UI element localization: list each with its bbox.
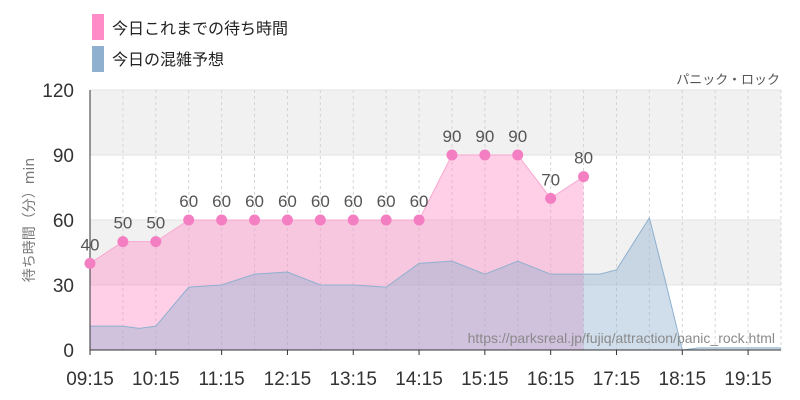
y-tick-label: 90 xyxy=(53,146,74,167)
data-point xyxy=(347,214,359,226)
data-label: 90 xyxy=(442,127,461,146)
forecast-area xyxy=(90,217,781,350)
data-point xyxy=(183,214,195,226)
data-point xyxy=(117,236,129,248)
data-label: 90 xyxy=(508,127,527,146)
legend: 今日これまでの待ち時間 今日の混雑予想 xyxy=(92,14,288,72)
data-point xyxy=(249,214,261,226)
data-point xyxy=(84,257,96,269)
y-tick-label: 120 xyxy=(42,81,74,102)
x-tick-label: 10:15 xyxy=(132,369,180,390)
data-label: 50 xyxy=(146,214,165,233)
data-label: 60 xyxy=(377,192,396,211)
data-point xyxy=(512,149,524,161)
data-label: 40 xyxy=(81,235,100,254)
legend-label-actual: 今日これまでの待ち時間 xyxy=(112,19,288,38)
x-tick-label: 15:15 xyxy=(461,369,509,390)
data-point xyxy=(545,192,557,204)
plot-labels: 0 30 60 90 120 09:15 10:15 11:15 12:15 13:15 14:15… xyxy=(42,81,772,390)
data-point xyxy=(216,214,228,226)
plot-areas xyxy=(89,154,781,351)
data-label: 60 xyxy=(278,192,297,211)
data-label: 60 xyxy=(311,192,330,211)
x-tick-label: 14:15 xyxy=(395,369,443,390)
x-tick-label: 19:15 xyxy=(724,369,772,390)
chart-subtitle: パニック・ロック xyxy=(676,73,780,88)
x-tick-label: 13:15 xyxy=(329,369,377,390)
x-tick-label: 12:15 xyxy=(264,369,312,390)
plot-axes xyxy=(89,90,781,355)
x-tick-label: 18:15 xyxy=(659,369,707,390)
plot-points xyxy=(84,149,590,269)
y-tick-label: 60 xyxy=(53,211,74,232)
data-point xyxy=(578,171,590,183)
plot-bands xyxy=(90,90,781,285)
data-label: 60 xyxy=(344,192,363,211)
y-tick-label: 0 xyxy=(63,341,74,362)
data-label: 80 xyxy=(574,149,593,168)
data-label: 60 xyxy=(179,192,198,211)
data-label: 90 xyxy=(475,127,494,146)
x-tick-label: 09:15 xyxy=(66,369,114,390)
y-tick-label: 30 xyxy=(53,276,74,297)
data-label: 70 xyxy=(541,170,560,189)
data-point xyxy=(479,149,491,161)
data-point xyxy=(446,149,458,161)
data-label: 60 xyxy=(212,192,231,211)
x-tick-label: 16:15 xyxy=(527,369,575,390)
data-point xyxy=(380,214,392,226)
data-point xyxy=(314,214,326,226)
y-axis-label: 待ち時間（分）min xyxy=(22,158,38,282)
data-label: 50 xyxy=(113,214,132,233)
x-tick-label: 17:15 xyxy=(593,369,641,390)
legend-swatch-actual xyxy=(92,14,104,40)
actual-area xyxy=(90,155,584,350)
data-label: 60 xyxy=(245,192,264,211)
grid-band xyxy=(90,220,781,285)
data-point xyxy=(413,214,425,226)
data-point xyxy=(150,236,162,248)
grid-band xyxy=(90,90,781,155)
watermark-url: https://parksreal.jp/fujiq/attraction/pa… xyxy=(468,330,775,346)
actual-line xyxy=(89,154,584,264)
data-label: 60 xyxy=(410,192,429,211)
legend-swatch-forecast xyxy=(92,46,104,72)
data-point xyxy=(281,214,293,226)
legend-label-forecast: 今日の混雑予想 xyxy=(112,50,224,69)
x-tick-label: 11:15 xyxy=(199,369,245,390)
forecast-line xyxy=(90,216,781,351)
